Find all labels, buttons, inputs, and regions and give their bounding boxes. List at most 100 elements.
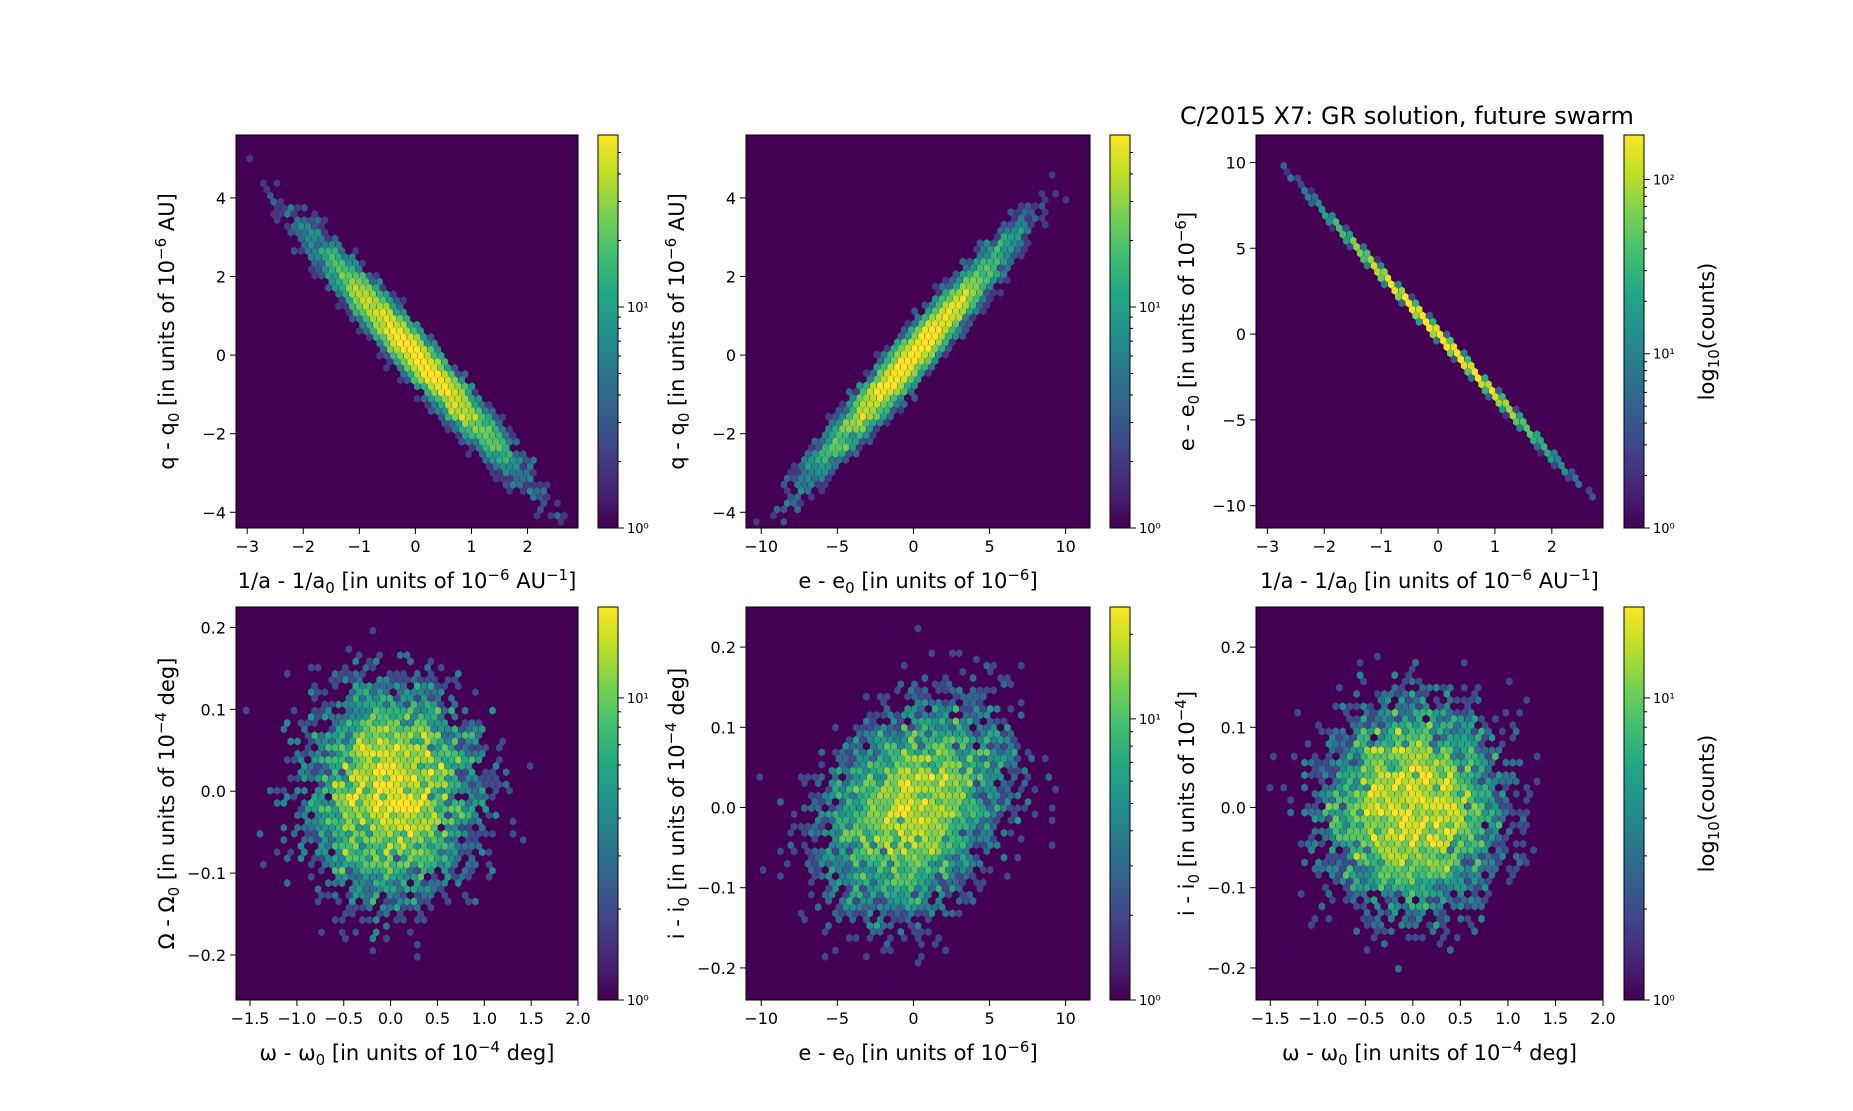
hexbin-cell xyxy=(352,271,359,280)
hexbin-cell xyxy=(1388,639,1395,649)
hexbin-cell xyxy=(1415,777,1423,786)
hexbin-cell xyxy=(1429,330,1437,339)
hexbin-cell xyxy=(369,835,376,845)
hexbin-cell xyxy=(308,228,315,237)
hexbin-cell xyxy=(1308,696,1315,705)
hexbin-cell xyxy=(969,686,977,695)
hexbin-cell xyxy=(301,663,308,672)
hexbin-cell xyxy=(907,785,915,794)
hexbin-cell xyxy=(427,406,435,416)
hexbin-cell xyxy=(1419,858,1426,867)
hexbin-cell xyxy=(880,810,887,819)
hexbin-cell xyxy=(1388,827,1395,836)
hexbin-cell xyxy=(959,704,966,714)
hexbin-cell xyxy=(1325,727,1333,736)
hexbin-cell xyxy=(506,437,513,446)
hexbin-cell xyxy=(966,816,973,825)
hexbin-cell xyxy=(1495,933,1503,942)
hexbin-cell xyxy=(458,786,465,795)
hexbin-cell xyxy=(1363,708,1371,717)
hexbin-cell xyxy=(403,712,411,721)
hexbin-cell xyxy=(815,803,822,813)
hexbin-cell xyxy=(1464,852,1471,861)
hexbin-cell xyxy=(379,842,387,851)
hexbin-cell xyxy=(1342,833,1350,842)
hexbin-cell xyxy=(815,828,822,837)
hexbin-cell xyxy=(1422,877,1430,886)
hexbin-cell xyxy=(417,737,424,746)
hexbin-cell xyxy=(1426,783,1433,792)
hexbin-cell xyxy=(1322,858,1329,867)
hexbin-cell xyxy=(400,370,407,379)
hexbin-cell xyxy=(1325,789,1333,799)
hexbin-cell xyxy=(956,933,963,943)
hexbin-cell xyxy=(1294,870,1301,880)
hexbin-cell xyxy=(352,854,359,863)
hexbin-cell xyxy=(1450,939,1458,948)
hexbin-cell xyxy=(983,847,991,856)
hexbin-cell xyxy=(407,706,414,715)
hexbin-cell xyxy=(414,768,421,777)
hexbin-cell xyxy=(825,921,832,930)
hexbin-cell xyxy=(376,737,383,746)
hexbin-cell xyxy=(1603,852,1610,860)
hexbin-cell xyxy=(1048,717,1056,726)
hexbin-cell xyxy=(331,854,339,863)
hexbin-cell xyxy=(451,675,459,684)
hexbin-cell xyxy=(849,418,856,427)
hexbin-cell xyxy=(828,915,836,924)
hexbin-cell xyxy=(335,860,342,869)
hexbin-cell xyxy=(952,803,960,813)
hexbin-cell xyxy=(461,382,469,391)
hexbin-cell xyxy=(863,393,870,403)
hexbin-cell xyxy=(352,320,359,329)
hexbin-cell xyxy=(1544,895,1551,905)
hexbin-cell xyxy=(311,259,318,268)
hexbin-cell xyxy=(379,333,387,342)
hexbin-cell xyxy=(1325,802,1333,811)
hexbin-cell xyxy=(945,865,953,875)
hexbin-cell xyxy=(1422,864,1430,873)
hexbin-cell xyxy=(1353,702,1360,711)
hexbin-cell xyxy=(396,909,404,918)
hexbin-cell xyxy=(901,711,908,720)
hexbin-cell xyxy=(1000,779,1008,788)
hexbin-cell xyxy=(438,786,445,795)
hexbin-cell xyxy=(815,492,822,502)
hexbin-cell xyxy=(472,400,479,409)
hexbin-cell xyxy=(993,717,1001,726)
hexbin-cell xyxy=(973,729,980,738)
hexbin-cell xyxy=(845,449,853,458)
hexbin-cell xyxy=(502,468,510,477)
hexbin-cell xyxy=(502,706,510,715)
hexbin-cell xyxy=(290,246,298,256)
hexbin-cell xyxy=(390,848,397,857)
hexbin-cell xyxy=(1332,739,1340,749)
hexbin-cell xyxy=(314,651,322,660)
hexbin-cell xyxy=(345,768,353,777)
hexbin-cell xyxy=(825,474,832,483)
hexbin-cell xyxy=(1062,195,1070,204)
hexbin-cell xyxy=(1433,795,1440,805)
hexbin-cell xyxy=(883,692,891,701)
hexbin-cell xyxy=(1381,777,1388,786)
hexbin-cell xyxy=(475,419,483,428)
hexbin-cell xyxy=(461,805,469,814)
hexbin-cell xyxy=(420,333,428,342)
hexbin-cell xyxy=(362,326,370,336)
hexbin-cell xyxy=(314,885,322,894)
hexbin-cell xyxy=(856,406,863,415)
hexbin-cell xyxy=(400,854,407,863)
hexbin-cell xyxy=(386,345,394,354)
hexbin-cell xyxy=(976,735,984,745)
hexbin-cell xyxy=(969,723,977,732)
hexbin-cell xyxy=(277,743,284,752)
hexbin-cell xyxy=(921,711,929,720)
hexbin-cell xyxy=(1021,183,1028,192)
hexbin-cell xyxy=(366,829,373,838)
hexbin-cell xyxy=(335,823,342,832)
hexbin-cell xyxy=(1308,721,1315,730)
hexbin-cell xyxy=(441,657,448,666)
hexbin-cell xyxy=(331,718,339,728)
hexbin-cell xyxy=(342,725,349,734)
